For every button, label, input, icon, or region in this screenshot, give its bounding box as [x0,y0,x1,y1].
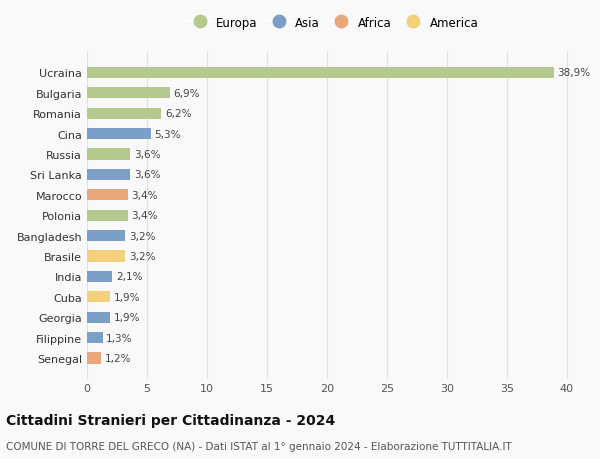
Text: 1,2%: 1,2% [105,353,131,363]
Bar [87,312,110,323]
Text: Cittadini Stranieri per Cittadinanza - 2024: Cittadini Stranieri per Cittadinanza - 2… [6,413,335,427]
Bar [87,129,151,140]
Text: 1,9%: 1,9% [113,313,140,323]
Text: 38,9%: 38,9% [557,68,590,78]
Bar [87,108,161,119]
Text: 3,4%: 3,4% [131,190,158,201]
Text: 2,1%: 2,1% [116,272,142,282]
Text: 3,6%: 3,6% [134,150,160,160]
Text: 1,9%: 1,9% [113,292,140,302]
Bar [87,190,128,201]
Text: 5,3%: 5,3% [154,129,181,139]
Bar [87,230,125,242]
Bar [87,169,130,180]
Bar [87,353,101,364]
Bar [87,291,110,303]
Text: 6,9%: 6,9% [173,89,200,99]
Text: 3,2%: 3,2% [129,231,155,241]
Bar [87,251,125,262]
Text: 6,2%: 6,2% [165,109,191,119]
Text: 3,6%: 3,6% [134,170,160,180]
Text: 3,4%: 3,4% [131,211,158,221]
Bar [87,332,103,343]
Text: 3,2%: 3,2% [129,252,155,262]
Bar [87,271,112,282]
Bar [87,149,130,160]
Legend: Europa, Asia, Africa, America: Europa, Asia, Africa, America [184,13,482,33]
Bar [87,67,554,79]
Bar [87,88,170,99]
Bar [87,210,128,221]
Text: COMUNE DI TORRE DEL GRECO (NA) - Dati ISTAT al 1° gennaio 2024 - Elaborazione TU: COMUNE DI TORRE DEL GRECO (NA) - Dati IS… [6,441,512,451]
Text: 1,3%: 1,3% [106,333,133,343]
